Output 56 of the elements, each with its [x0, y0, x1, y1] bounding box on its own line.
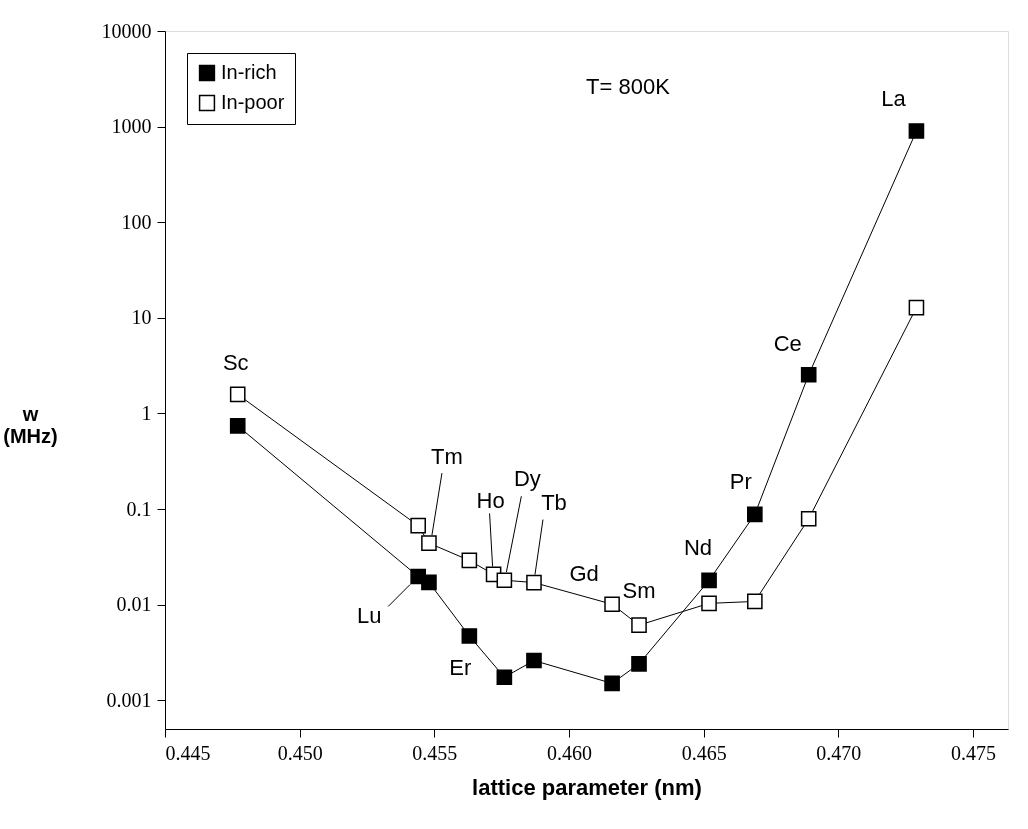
legend-label: In-rich: [221, 61, 277, 83]
annotation: Ho: [476, 488, 505, 514]
x-tick-label: 0.465: [681, 741, 727, 764]
point: [631, 617, 647, 633]
point: [461, 552, 478, 569]
point: [526, 574, 542, 591]
point: [229, 386, 246, 403]
point: [604, 675, 620, 692]
annotation: Er: [449, 654, 472, 680]
point: [496, 572, 513, 589]
y-tick-label: 0.1: [126, 497, 152, 520]
annotation: Gd: [569, 561, 599, 587]
annotation: Lu: [356, 603, 382, 629]
point: [461, 628, 478, 644]
x-tick-label: 0.455: [412, 741, 458, 764]
point: [747, 593, 763, 610]
point: [800, 366, 817, 383]
point: [701, 595, 717, 612]
point: [526, 652, 542, 669]
point: [701, 572, 717, 589]
annotation: Dy: [513, 466, 541, 492]
point: [421, 574, 437, 591]
annotation: Tm: [431, 444, 463, 470]
point: [604, 596, 620, 613]
y-tick-label: 10: [131, 306, 152, 329]
annotation: T= 800K: [586, 74, 671, 99]
point: [908, 299, 925, 316]
annotation: Pr: [729, 469, 752, 495]
y-tick-label: 100: [121, 210, 152, 233]
annotation: Nd: [683, 535, 713, 561]
x-tick-label: 0.475: [950, 741, 996, 764]
annotation: La: [881, 85, 907, 111]
annotation: Sc: [222, 350, 249, 376]
point: [908, 123, 925, 139]
x-axis-title: lattice parameter (nm): [472, 774, 702, 800]
x-tick-label: 0.470: [816, 741, 862, 764]
point: [496, 669, 513, 686]
y-tick-label: 0.01: [116, 593, 152, 616]
x-tick-label: 0.445: [165, 741, 211, 764]
point: [421, 535, 437, 551]
annotation: Tb: [541, 489, 567, 515]
point: [410, 517, 426, 534]
x-tick-label: 0.460: [546, 741, 592, 764]
legend-label: In-poor: [221, 91, 285, 113]
x-tick-label: 0.450: [277, 741, 323, 764]
y-tick-label: 0.001: [106, 688, 152, 711]
annotation: Sm: [622, 578, 656, 604]
point: [747, 506, 763, 523]
y-tick-label: 10000: [101, 19, 152, 42]
y-tick-label: 1: [141, 401, 152, 424]
y-tick-label: 1000: [111, 115, 152, 138]
annotation: Ce: [773, 330, 802, 356]
y-axis-title: w (MHz): [3, 403, 58, 448]
point: [229, 418, 246, 434]
point: [800, 510, 817, 527]
point: [631, 656, 647, 672]
